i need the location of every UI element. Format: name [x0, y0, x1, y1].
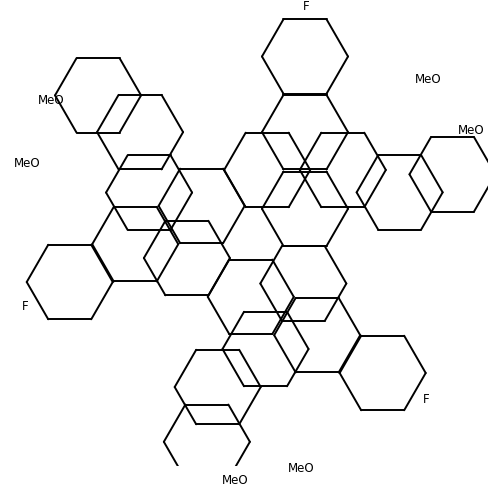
- Text: MeO: MeO: [15, 157, 41, 170]
- Text: MeO: MeO: [288, 462, 315, 475]
- Text: F: F: [303, 0, 309, 13]
- Text: MeO: MeO: [222, 474, 248, 484]
- Text: MeO: MeO: [38, 94, 64, 107]
- Text: F: F: [422, 393, 429, 406]
- Text: MeO: MeO: [458, 124, 485, 137]
- Text: F: F: [22, 300, 29, 313]
- Text: MeO: MeO: [415, 73, 442, 86]
